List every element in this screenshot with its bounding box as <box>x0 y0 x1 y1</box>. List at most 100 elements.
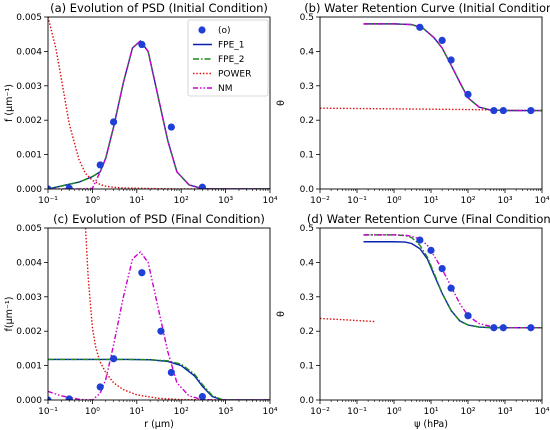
plot-area <box>48 228 270 400</box>
series-line-fpe1 <box>363 241 542 329</box>
legend-item: (o) <box>198 26 231 36</box>
data-point <box>416 236 424 244</box>
y-tick-label: 0.3 <box>300 293 314 303</box>
chart-b: (b) Water Retention Curve (Initial Condi… <box>276 1 550 206</box>
legend-item: NM <box>193 84 233 94</box>
data-point <box>65 184 73 189</box>
legend-label: FPE_1 <box>218 41 245 51</box>
x-tick-label: 10⁰ <box>386 196 401 206</box>
x-tick-label: 10⁻² <box>310 407 330 417</box>
y-tick-label: 0.4 <box>300 47 315 57</box>
y-tick-label: 0.4 <box>300 258 315 268</box>
y-tick-label: 0.1 <box>300 362 314 372</box>
y-tick-label: 0.005 <box>16 224 42 234</box>
x-tick-label: 10⁻¹ <box>38 196 58 206</box>
series-line-nm <box>363 23 542 112</box>
x-tick-label: 10⁴ <box>534 407 549 417</box>
x-tick-label: 10⁻¹ <box>347 196 367 206</box>
y-tick-label: 0.5 <box>300 224 314 234</box>
y-tick-label: 0.2 <box>300 327 314 337</box>
series-line-nm <box>48 251 270 400</box>
data-point <box>499 324 507 332</box>
y-tick-label: 0.3 <box>300 82 314 92</box>
data-point <box>198 392 206 400</box>
data-point <box>65 395 73 400</box>
data-point <box>48 185 52 189</box>
x-tick-label: 10² <box>174 196 189 206</box>
data-point <box>96 383 104 391</box>
x-tick-label: 10⁻¹ <box>38 407 58 417</box>
data-point <box>157 327 165 335</box>
series-line-fpe1 <box>48 358 270 400</box>
legend-marker <box>198 26 206 34</box>
data-point <box>138 269 146 277</box>
y-tick-label: 0.2 <box>300 116 314 126</box>
x-tick-label: 10³ <box>218 407 233 417</box>
y-tick-label: 0.003 <box>16 293 42 303</box>
data-point <box>167 368 175 377</box>
x-tick-label: 10³ <box>497 196 512 206</box>
chart-title: (a) Evolution of PSD (Initial Condition) <box>50 1 268 15</box>
chart-title: (c) Evolution of PSD (Final Condition) <box>53 212 265 226</box>
axes-frame <box>47 227 271 401</box>
legend-item: FPE_2 <box>193 55 245 65</box>
series-line-nm <box>363 234 542 329</box>
x-tick-label: 10⁰ <box>386 407 401 417</box>
y-tick-label: 0.5 <box>300 13 314 23</box>
x-tick-label: 10⁻² <box>310 196 330 206</box>
y-tick-label: 0.004 <box>16 258 42 268</box>
legend-box <box>187 19 269 97</box>
data-point <box>198 183 206 189</box>
y-tick-label: 0.1 <box>300 151 314 161</box>
data-point <box>499 106 507 115</box>
x-tick-label: 10¹ <box>129 196 144 206</box>
x-tick-label: 10³ <box>218 196 233 206</box>
data-point <box>464 90 472 98</box>
data-point <box>447 56 455 64</box>
data-point <box>109 118 118 126</box>
series-line-power <box>84 228 226 400</box>
data-point <box>490 324 498 332</box>
data-point <box>138 40 146 49</box>
data-point <box>527 106 535 115</box>
axes-frame <box>319 16 543 190</box>
data-point <box>48 396 52 400</box>
legend: (o) FPE_1 FPE_2 POWER NM <box>187 19 269 97</box>
axes-frame <box>319 227 543 401</box>
y-tick-label: 0.003 <box>16 82 42 92</box>
chart-c: (c) Evolution of PSD (Final Condition) 10… <box>4 212 278 430</box>
x-tick-label: 10¹ <box>423 196 438 206</box>
x-tick-label: 10² <box>460 196 475 206</box>
y-tick-label: 0.002 <box>16 116 42 126</box>
y-tick-label: 0.0 <box>300 185 315 195</box>
plot-area <box>320 234 542 332</box>
data-point <box>96 161 104 169</box>
y-tick-label: 0.005 <box>16 13 42 23</box>
y-tick-label: 0.001 <box>16 362 42 372</box>
data-point <box>438 264 446 273</box>
x-axis-label: r (μm) <box>144 419 174 430</box>
chart-d: (d) Water Retention Curve (Final Conditi… <box>276 212 550 430</box>
legend-label: (o) <box>218 26 231 36</box>
y-axis-label: f (μm⁻¹) <box>4 84 15 122</box>
data-point <box>167 123 175 131</box>
series-line-fpe2 <box>363 234 542 329</box>
y-axis-label: f(μm⁻¹) <box>4 297 15 332</box>
x-tick-label: 10⁰ <box>85 407 100 417</box>
legend-label: POWER <box>218 70 251 80</box>
data-point <box>527 324 535 332</box>
legend-item: POWER <box>193 70 251 80</box>
legend-label: NM <box>218 84 233 94</box>
y-tick-label: 0.000 <box>16 185 42 195</box>
chart-title: (d) Water Retention Curve (Final Conditi… <box>307 212 550 226</box>
y-tick-label: 0.001 <box>16 151 42 161</box>
y-tick-label: 0.004 <box>16 47 42 57</box>
data-point <box>416 23 424 31</box>
chart-a: (a) Evolution of PSD (Initial Condition)… <box>4 1 278 206</box>
axes-frame <box>47 16 271 190</box>
x-tick-label: 10² <box>460 407 475 417</box>
data-point <box>464 312 472 320</box>
y-tick-label: 0.000 <box>16 396 42 406</box>
y-axis-label: θ <box>276 100 287 106</box>
